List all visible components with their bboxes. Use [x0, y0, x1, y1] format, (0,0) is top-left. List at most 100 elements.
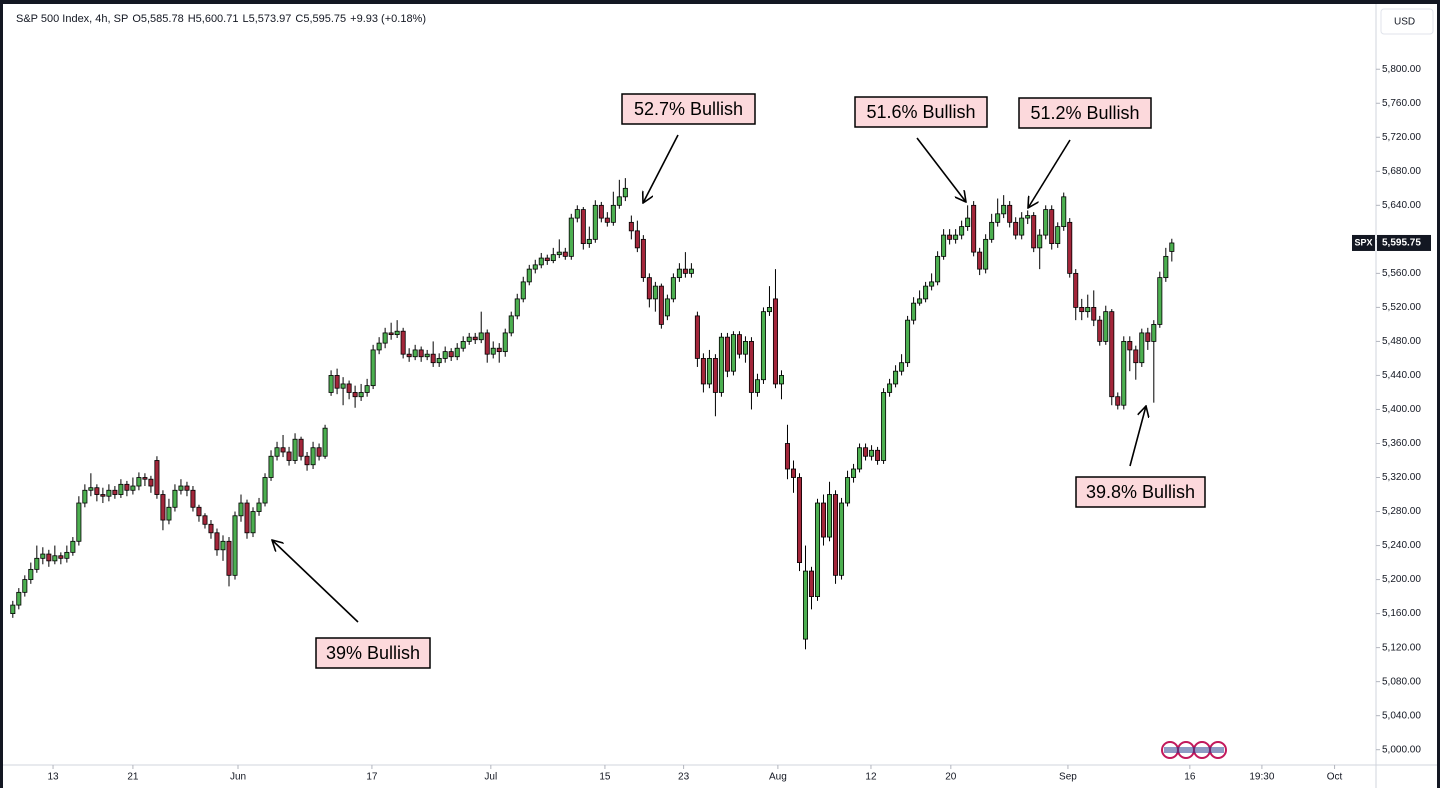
left-border — [0, 0, 3, 788]
candle-body — [358, 392, 364, 398]
candle-body — [778, 375, 784, 385]
candle-body — [364, 385, 370, 393]
x-tick-label: Aug — [769, 772, 787, 783]
candle-body — [448, 351, 454, 358]
candle-body — [772, 298, 778, 385]
candle-body — [694, 315, 700, 359]
candle-body — [70, 540, 76, 553]
candle-body — [142, 477, 148, 480]
candle-body — [616, 196, 622, 206]
candle-body — [562, 251, 568, 257]
candle-body — [232, 515, 238, 576]
candle-body — [706, 358, 712, 385]
candle-body — [40, 553, 46, 559]
candle-body — [1085, 306, 1091, 313]
axes: 5,000.00 5,040.00 5,080.00 5,120.00 5,160.00… — [47, 64, 1431, 783]
candle-body — [148, 478, 154, 487]
candle-body — [82, 489, 88, 504]
x-tick-label: 20 — [945, 772, 957, 783]
currency-label[interactable]: USD — [1394, 17, 1415, 28]
candle-body — [460, 341, 466, 349]
logo-band — [1164, 747, 1224, 753]
y-tick-label: 5,680.00 — [1382, 166, 1421, 177]
candle-body — [106, 489, 112, 497]
y-tick-label: 5,040.00 — [1382, 710, 1421, 721]
candle-body — [652, 285, 658, 300]
x-tick-label: 19:30 — [1249, 772, 1274, 783]
currency-button[interactable] — [1380, 8, 1434, 35]
candle-body — [520, 281, 526, 300]
candle-body — [298, 438, 304, 457]
candle-body — [604, 217, 610, 223]
y-tick-label: 5,560.00 — [1382, 268, 1421, 279]
candle-body — [911, 302, 917, 321]
candle-body — [292, 438, 298, 461]
candle-body — [1043, 209, 1049, 236]
annotation-box — [854, 96, 988, 128]
candle-body — [334, 375, 340, 389]
candle-body — [1067, 221, 1073, 274]
candle-body — [310, 447, 316, 466]
candle-body — [376, 342, 382, 351]
candle-body — [316, 447, 322, 457]
candle-body — [628, 221, 634, 232]
candle-body — [905, 319, 911, 364]
annotations: 52.7% Bullish 51.6% Bullish 51.2% Bullish 3… — [272, 93, 1206, 669]
candle-body — [1133, 349, 1139, 364]
candle-body — [1019, 217, 1025, 236]
candle-body — [190, 489, 196, 508]
candle-body — [664, 298, 670, 317]
y-tick-label: 5,520.00 — [1382, 302, 1421, 313]
candle-body — [454, 347, 460, 358]
candle-body — [34, 557, 40, 570]
candle-body — [881, 392, 887, 461]
candle-body — [1001, 204, 1007, 215]
candle-body — [1163, 255, 1169, 279]
candle-body — [472, 336, 478, 341]
candle-body — [598, 204, 604, 219]
x-tick-label: 23 — [678, 772, 690, 783]
x-tick-label: Jul — [484, 772, 497, 783]
candle-body — [971, 204, 977, 253]
candle-body — [166, 506, 172, 521]
y-tick-label: 5,440.00 — [1382, 370, 1421, 381]
price-tag — [1377, 234, 1431, 251]
candle-body — [1007, 204, 1013, 223]
candle-body — [851, 468, 857, 478]
candle-body — [1139, 332, 1145, 364]
candle-body — [658, 285, 664, 325]
candle-body — [875, 449, 881, 461]
candle-body — [742, 341, 748, 355]
symbol-tag — [1352, 234, 1375, 251]
candle-body — [809, 570, 815, 597]
candle-body — [923, 285, 929, 300]
candle-body — [76, 502, 82, 542]
candle-body — [592, 204, 598, 240]
candle-body — [574, 209, 580, 219]
candle-body — [622, 187, 628, 198]
candle-body — [136, 477, 142, 487]
candle-body — [1013, 221, 1019, 236]
candle-body — [538, 257, 544, 266]
candle-body — [172, 489, 178, 508]
candle-body — [1109, 311, 1115, 398]
top-border — [0, 0, 1440, 4]
candle-body — [478, 332, 484, 341]
y-tick-label: 5,320.00 — [1382, 472, 1421, 483]
candle-body — [28, 568, 34, 580]
candle-body — [238, 502, 244, 517]
candle-body — [712, 358, 718, 393]
candle-body — [1025, 215, 1031, 219]
ohlc-change: +9.93 (+0.18%) — [350, 13, 426, 25]
candle-body — [340, 383, 346, 389]
candle-body — [490, 347, 496, 355]
candle-body — [1157, 277, 1163, 325]
candle-body — [154, 460, 160, 495]
candle-body — [544, 257, 550, 262]
candle-body — [935, 255, 941, 283]
candle-body — [899, 362, 905, 372]
candle-body — [64, 551, 70, 559]
candle-body — [784, 443, 790, 470]
